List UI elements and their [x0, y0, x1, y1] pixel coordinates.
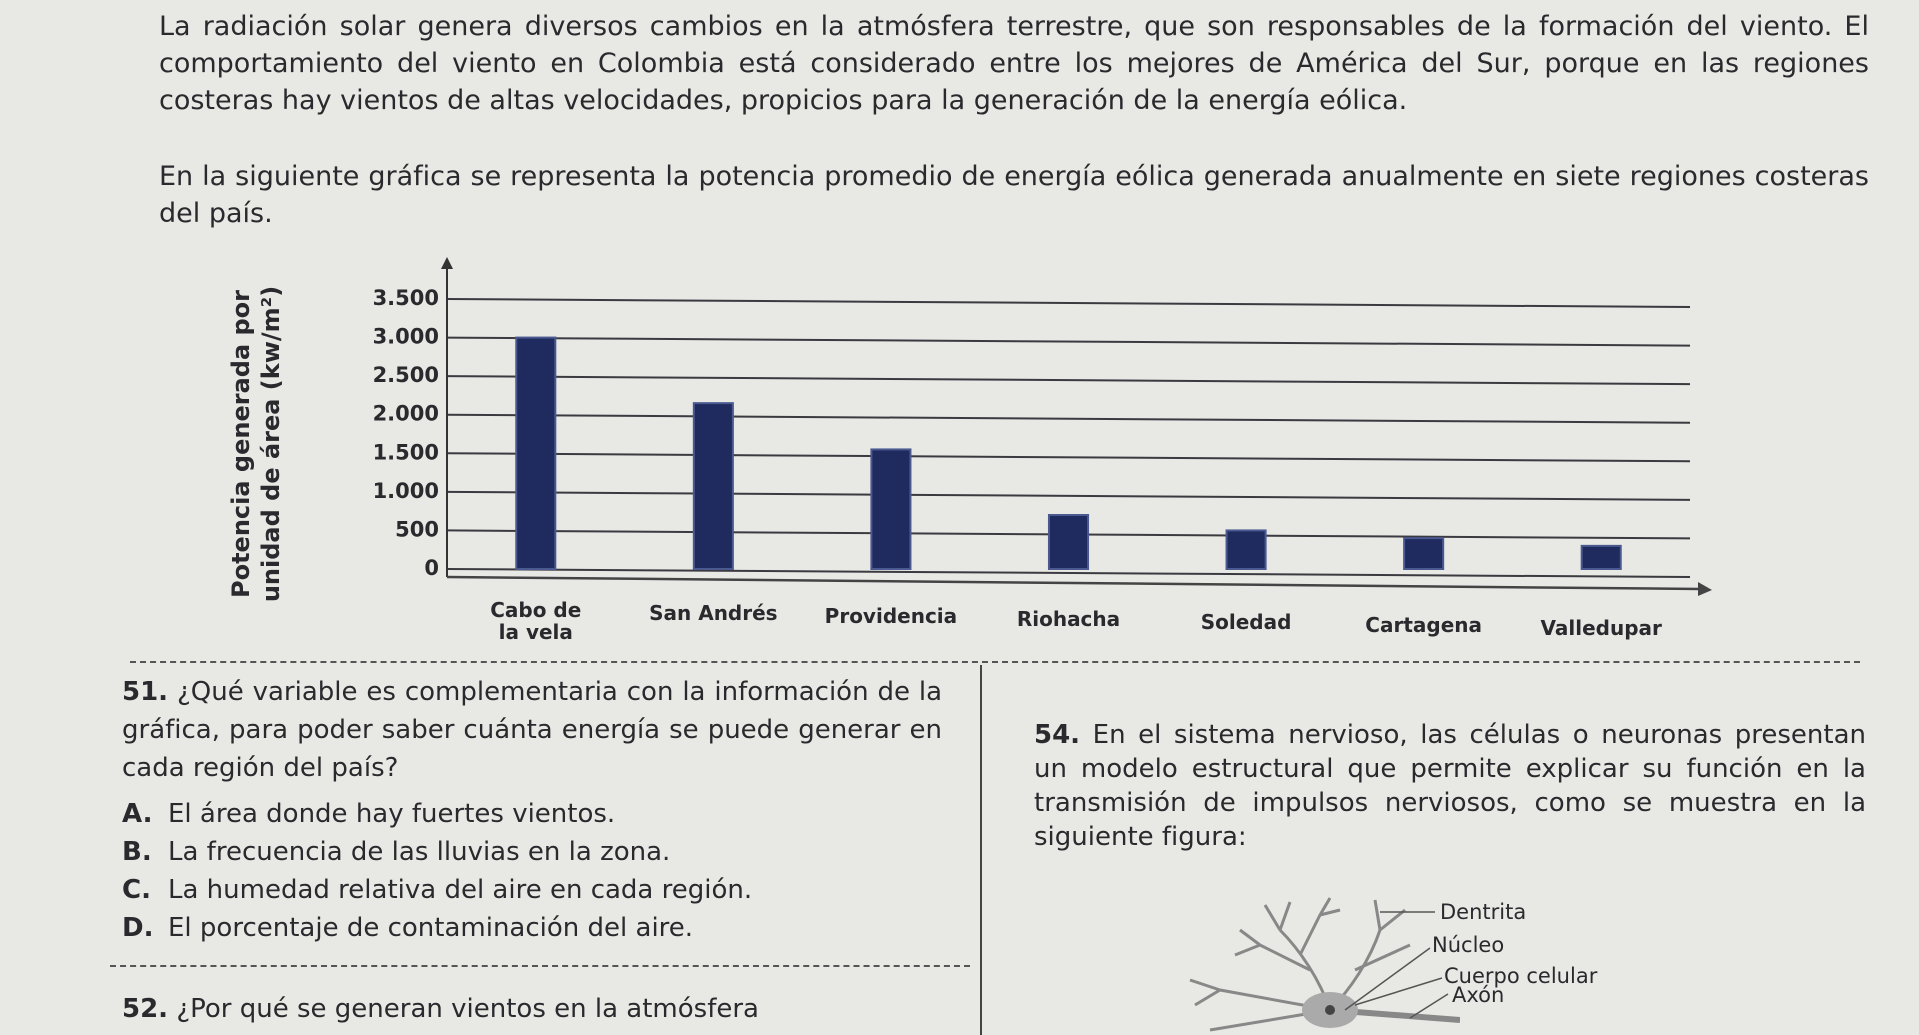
question-number: 52. [122, 994, 169, 1024]
option-text: La frecuencia de las lluvias en la zona. [168, 837, 671, 867]
y-tick-label: 500 [395, 517, 439, 541]
x-tick-label: Soledad [1200, 610, 1292, 634]
separator [130, 661, 1860, 663]
y-axis-arrow [441, 257, 453, 269]
bar [1580, 544, 1622, 571]
y-tick-label: 0 [424, 556, 439, 580]
bar [1225, 529, 1267, 570]
question-number: 51. [122, 677, 169, 707]
bar [692, 402, 734, 570]
question-text: En el sistema nervioso, las células o ne… [1034, 720, 1866, 852]
option: D. El porcentaje de contaminación del air… [122, 909, 942, 947]
separator [110, 965, 970, 967]
x-tick-label: Riohacha [1016, 607, 1121, 631]
chart-canvas: Potencia generada por unidad de área (kw/… [230, 257, 1712, 602]
grid-line [446, 490, 1691, 501]
option: A. El área donde hay fuertes vientos. [122, 795, 942, 833]
figure-label: Núcleo [1432, 933, 1505, 957]
bar-chart: Potencia generada por unidad de área (kw/… [230, 240, 1730, 670]
option-text: El porcentaje de contaminación del aire. [168, 913, 694, 943]
question: 52. ¿Por qué se generan vientos en la at… [122, 990, 942, 1028]
grid-line [446, 298, 1691, 308]
intro-paragraph: En la siguiente gráfica se representa la… [159, 161, 1869, 229]
x-tick-label: Cabo de la vela [490, 598, 582, 644]
question-text: ¿Qué variable es complementaria con la i… [122, 677, 943, 783]
x-tick-label: Valledupar [1540, 616, 1662, 640]
y-tick-label: 3.500 [373, 286, 439, 310]
question-text: ¿Por qué se generan vientos en la atmósf… [176, 994, 759, 1024]
grid-line [446, 336, 1691, 347]
figure-label: Dentrita [1440, 900, 1527, 924]
option: B. La frecuencia de las lluvias en la zon… [122, 833, 942, 871]
y-tick-label: 1.000 [373, 479, 439, 503]
option-letter: B. [122, 837, 152, 867]
bar [1403, 537, 1445, 570]
y-tick-label: 1.500 [373, 440, 439, 464]
figure-label: Axón [1452, 983, 1505, 1007]
option-letter: A. [122, 799, 153, 829]
bar [515, 336, 557, 570]
option-letter: C. [122, 875, 151, 905]
x-tick-label: Providencia [824, 604, 958, 628]
x-axis-arrow [1698, 582, 1712, 596]
y-axis-label: Potencia generada por [230, 290, 255, 598]
question-number: 54. [1034, 720, 1081, 750]
option-text: La humedad relativa del aire en cada reg… [168, 875, 753, 905]
y-axis-label: unidad de área (kw/m²) [257, 286, 285, 602]
option-text: El área donde hay fuertes vientos. [168, 799, 616, 829]
bar [870, 448, 912, 570]
option-letter: D. [122, 913, 154, 943]
grid-line [446, 413, 1691, 424]
grid-line [446, 568, 1691, 578]
figure-label: Cuerpo celular [1444, 964, 1598, 988]
y-tick-label: 2.000 [373, 402, 439, 426]
column-divider [980, 665, 982, 1035]
neuron-figure [1189, 897, 1460, 1032]
grid-line [446, 375, 1691, 386]
options: A. El área donde hay fuertes vientos. B. La… [122, 795, 942, 947]
y-tick-label: 2.500 [373, 363, 439, 387]
y-tick-label: 3.000 [373, 325, 439, 349]
grid-line [446, 452, 1691, 463]
option: C. La humedad relativa del aire en cada r… [122, 871, 942, 909]
x-tick-label: Cartagena [1365, 613, 1482, 637]
question: 54. En el sistema nervioso, las células … [1034, 718, 1866, 854]
bar [1047, 514, 1090, 570]
x-axis [446, 575, 1701, 591]
x-tick-label: San Andrés [649, 601, 778, 625]
intro-paragraph: La radiación solar genera diversos cambi… [159, 11, 1869, 116]
question: 51. ¿Qué variable es complementaria con … [122, 673, 942, 947]
